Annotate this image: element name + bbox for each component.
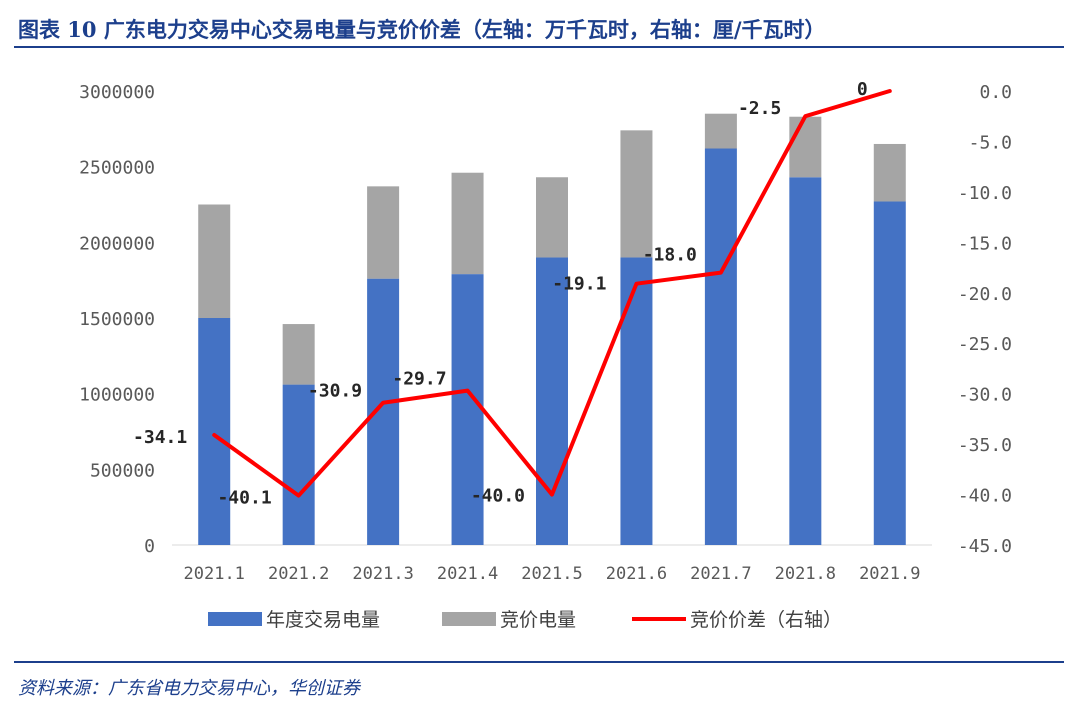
right-axis-tick-label: 0.0 [979,82,1012,103]
spread-data-label: -40.1 [217,488,271,509]
spread-data-label: -34.1 [133,427,187,448]
figure-title: 图表 10 广东电力交易中心交易电量与竞价价差（左轴：万千瓦时，右轴：厘/千瓦时… [18,17,826,42]
annual-volume-bar [282,384,315,545]
x-axis-tick-label: 2021.4 [437,564,498,584]
annual-volume-bar [873,201,906,545]
bid-volume-bar [704,113,737,149]
annual-volume-bar [789,177,822,545]
bid-volume-bar [789,116,822,178]
line-layer [212,89,892,498]
title-divider [14,46,1064,48]
legend-label: 竞价电量 [500,609,576,631]
annual-volume-bar [451,274,484,545]
spread-data-label: -19.1 [552,274,606,295]
x-axis: 2021.1 2021.2 2021.3 2021.4 2021.5 2021.6 2021… [184,564,921,584]
x-axis-tick-label: 2021.2 [268,564,329,584]
right-axis-tick-label: -20.0 [958,284,1012,305]
spread-data-label: -29.7 [392,369,446,390]
right-axis-tick-label: -35.0 [958,435,1012,456]
left-axis-tick-label: 500000 [90,460,155,481]
bid-volume-bar [620,130,653,258]
right-axis-tick-label: -45.0 [958,536,1012,557]
x-axis-tick-label: 2021.7 [690,564,751,584]
bid-volume-bar [873,143,906,202]
x-axis-tick-label: 2021.5 [521,564,582,584]
right-axis-tick-label: -10.0 [958,183,1012,204]
spread-data-label: -18.0 [643,245,697,266]
bid-volume-bar [536,177,568,258]
right-axis: 0.0 -5.0 -10.0 -15.0 -20.0 -25.0 -30.0 -35.0 -40… [958,82,1012,557]
annual-volume-bar [704,148,737,546]
legend-swatch [442,612,496,626]
legend: 年度交易电量 竞价电量 竞价价差（右轴） [208,609,842,631]
x-axis-tick-label: 2021.9 [859,564,920,584]
left-axis-tick-label: 1000000 [79,385,155,406]
left-axis-tick-label: 2500000 [79,158,155,179]
data-labels-layer: -34.1 -40.1 -30.9 -29.7 -40.0 -19.1 -18.0 -2.5 0 [133,79,868,509]
spread-data-label: -30.9 [308,381,362,402]
annual-volume-bar [198,318,231,545]
spread-data-label: 0 [857,79,868,100]
annual-volume-bar [367,278,400,545]
right-axis-tick-label: -5.0 [969,132,1012,153]
bid-volume-bar [282,324,315,385]
annual-volume-bar [620,257,653,545]
right-axis-tick-label: -30.0 [958,385,1012,406]
left-axis-tick-label: 0 [144,536,155,557]
bid-volume-bar [198,204,231,318]
annual-volume-bar [536,257,568,545]
x-axis-tick-label: 2021.1 [184,564,245,584]
spread-data-label: -40.0 [471,486,525,507]
right-axis-tick-label: -25.0 [958,334,1012,355]
x-axis-tick-label: 2021.8 [775,564,836,584]
right-axis-tick-label: -40.0 [958,486,1012,507]
left-axis: 0 500000 1000000 1500000 2000000 2500000 30000… [79,82,155,557]
bid-volume-bar [367,186,400,279]
legend-swatch [208,612,262,626]
source-note: 资料来源：广东省电力交易中心，华创证券 [18,678,360,699]
bid-volume-bar [451,172,484,275]
spread-data-label: -2.5 [738,98,781,119]
legend-label: 竞价价差（右轴） [690,609,842,631]
left-axis-tick-label: 2000000 [79,233,155,254]
left-axis-tick-label: 3000000 [79,82,155,103]
bars-layer [198,113,906,546]
source-divider [14,661,1064,663]
left-axis-tick-label: 1500000 [79,309,155,330]
spread-line [212,89,892,498]
x-axis-tick-label: 2021.6 [606,564,667,584]
x-axis-tick-label: 2021.3 [352,564,413,584]
right-axis-tick-label: -15.0 [958,233,1012,254]
legend-label: 年度交易电量 [266,609,380,631]
